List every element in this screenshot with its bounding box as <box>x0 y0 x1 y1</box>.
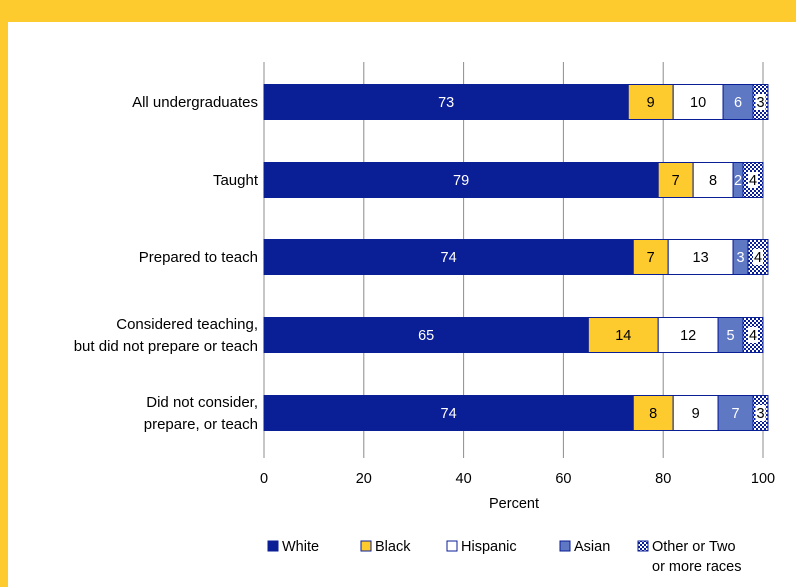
data-label: 7 <box>647 250 655 266</box>
bar-asian-4 <box>717 395 754 431</box>
x-tick-label: 0 <box>260 471 268 487</box>
data-label: 2 <box>734 173 742 189</box>
data-label: 65 <box>418 328 434 344</box>
legend-label: Other or Two <box>652 539 736 555</box>
data-label: 6 <box>734 95 742 111</box>
data-label: 3 <box>756 95 764 111</box>
category-label: prepare, or teach <box>144 416 258 433</box>
bar-hispanic-2 <box>667 239 734 275</box>
data-label: 3 <box>737 250 745 266</box>
data-label: 9 <box>647 95 655 111</box>
data-label: 3 <box>756 406 764 422</box>
bar-hispanic-1 <box>692 162 734 198</box>
data-label: 12 <box>680 328 696 344</box>
data-label: 8 <box>649 406 657 422</box>
bar-white-3 <box>263 317 589 353</box>
legend-label: or more races <box>652 559 741 575</box>
data-label: 10 <box>690 95 706 111</box>
data-label: 4 <box>749 173 757 189</box>
bar-black-1 <box>657 162 694 198</box>
bar-white-2 <box>263 239 634 275</box>
data-label: 5 <box>727 328 735 344</box>
data-label-backdrop <box>748 172 759 188</box>
legend-label: Hispanic <box>461 539 517 555</box>
data-label: 4 <box>749 328 757 344</box>
bar-black-3 <box>587 317 659 353</box>
x-tick-label: 100 <box>751 471 775 487</box>
data-label: 14 <box>615 328 631 344</box>
legend-swatch-black <box>360 540 372 552</box>
bar-black-4 <box>632 395 674 431</box>
data-label-backdrop <box>753 249 764 265</box>
data-label: 13 <box>693 250 709 266</box>
legend-label: White <box>282 539 319 555</box>
legend: White Black Hispanic Asian Other or Two or mo… <box>267 539 741 575</box>
category-label: Taught <box>213 172 259 189</box>
bar-white-4 <box>263 395 634 431</box>
data-label-backdrop <box>755 94 766 110</box>
category-label: All undergraduates <box>132 94 258 111</box>
data-label: 7 <box>672 173 680 189</box>
data-label-backdrop <box>755 405 766 421</box>
data-label: 4 <box>754 250 762 266</box>
legend-swatch-hispanic <box>446 540 458 552</box>
data-label: 74 <box>441 250 457 266</box>
data-label: 7 <box>732 406 740 422</box>
category-label: Prepared to teach <box>139 249 258 266</box>
bar-hispanic-4 <box>672 395 719 431</box>
category-label: Did not consider, <box>146 394 258 411</box>
x-tick-label: 40 <box>456 471 472 487</box>
data-label: 79 <box>453 173 469 189</box>
x-tick-label: 20 <box>356 471 372 487</box>
x-axis-ticks: 0 20 40 60 80 100 <box>260 471 775 487</box>
bar-hispanic-3 <box>657 317 719 353</box>
data-label: 9 <box>692 406 700 422</box>
data-label-backdrop <box>748 327 759 343</box>
bar-white-1 <box>263 162 659 198</box>
bar-hispanic-0 <box>672 84 724 120</box>
legend-swatch-asian <box>559 540 571 552</box>
bars: 73 9 10 6 379 7 8 2 474 7 13 3 465 14 12 5 474 8 9 7 3 <box>263 84 769 431</box>
bar-asian-0 <box>722 84 754 120</box>
legend-label: Asian <box>574 539 610 555</box>
x-tick-label: 60 <box>555 471 571 487</box>
bar-black-2 <box>632 239 669 275</box>
data-label: 8 <box>709 173 717 189</box>
category-label: but did not prepare or teach <box>74 338 258 355</box>
bar-white-0 <box>263 84 629 120</box>
data-label: 74 <box>441 406 457 422</box>
legend-swatch-other-or-two-or-more-races <box>637 540 649 552</box>
data-label: 73 <box>438 95 454 111</box>
x-axis-title: Percent <box>489 496 539 512</box>
bar-asian-3 <box>717 317 744 353</box>
legend-swatch-white <box>267 540 279 552</box>
legend-label: Black <box>375 539 411 555</box>
category-label: Considered teaching, <box>116 316 258 333</box>
x-tick-label: 80 <box>655 471 671 487</box>
category-labels: All undergraduates Taught Prepared to teac… <box>74 94 259 433</box>
